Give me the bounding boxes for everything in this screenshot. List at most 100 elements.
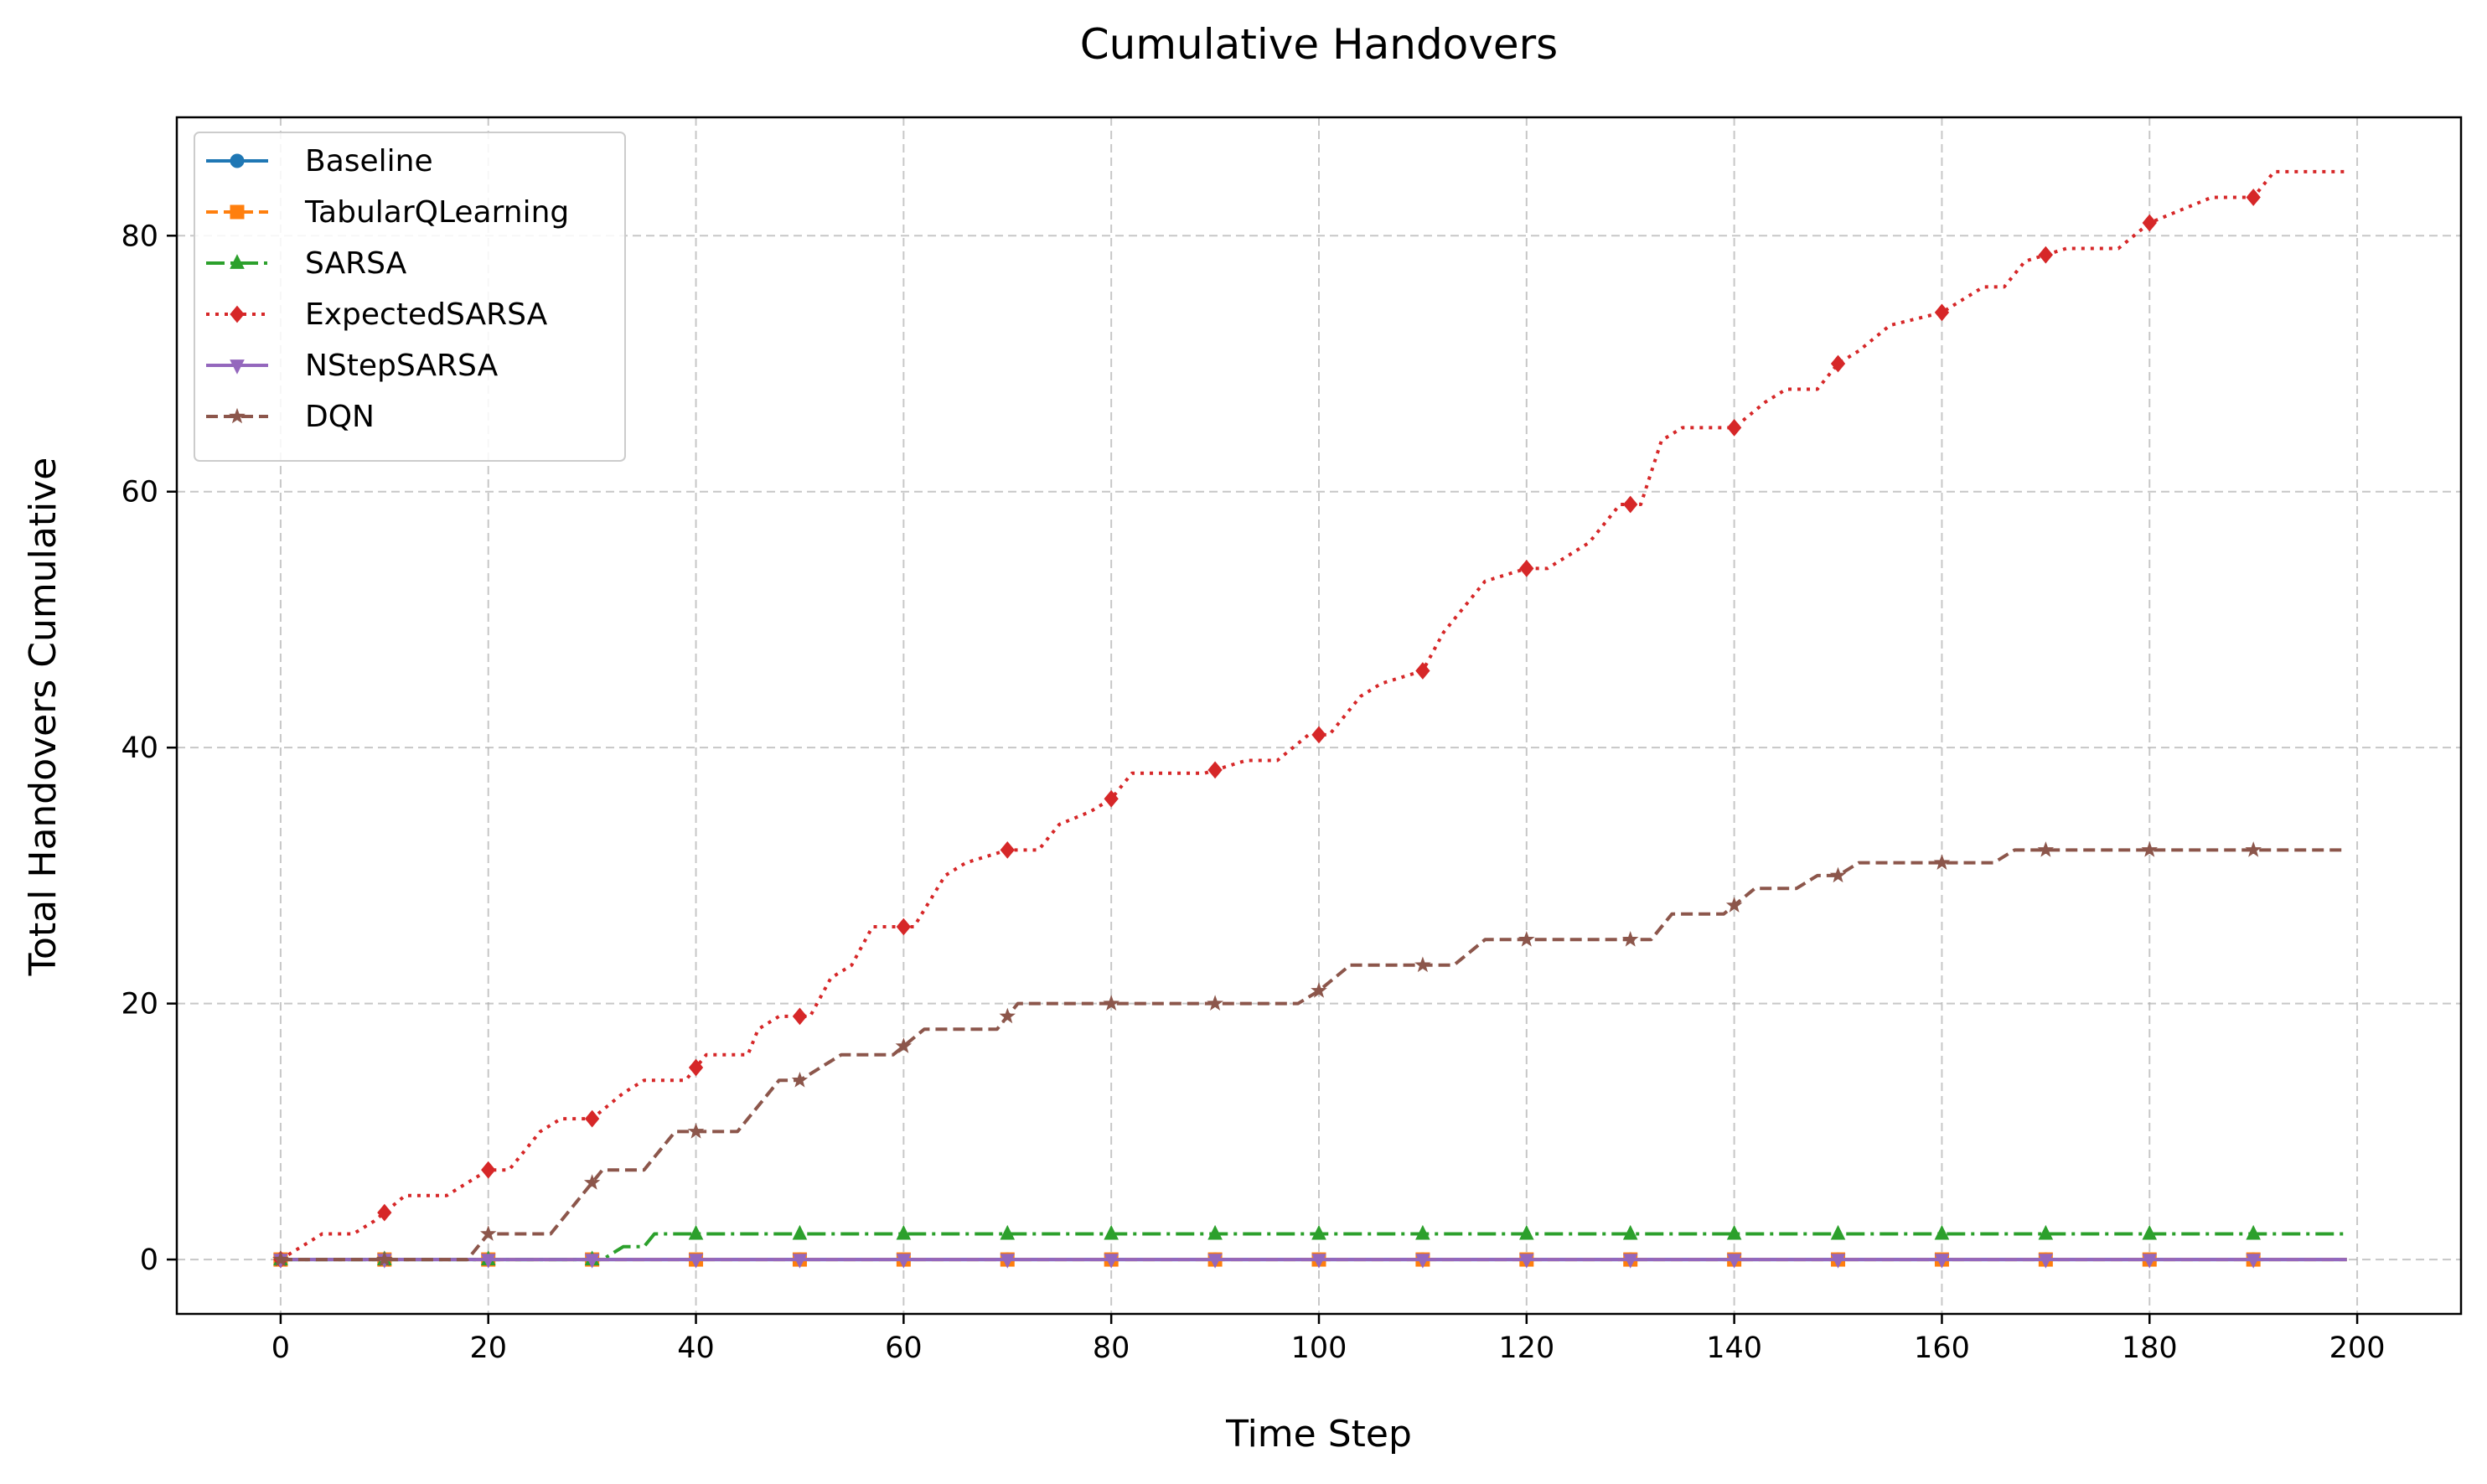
data-point xyxy=(1519,559,1534,577)
data-point xyxy=(1933,854,1951,871)
legend-item: NStepSARSA xyxy=(206,349,499,383)
data-point xyxy=(1311,726,1326,744)
legend-label: DQN xyxy=(305,400,375,434)
data-point xyxy=(584,1109,600,1128)
y-tick-label: 80 xyxy=(121,220,158,253)
x-tick-label: 180 xyxy=(2122,1331,2178,1365)
x-tick-label: 140 xyxy=(1706,1331,1762,1365)
y-tick-label: 0 xyxy=(140,1244,158,1277)
data-point xyxy=(688,1058,704,1077)
data-point xyxy=(1311,982,1327,998)
x-tick-label: 120 xyxy=(1498,1331,1554,1365)
data-point xyxy=(1414,956,1431,973)
data-point xyxy=(272,1250,289,1267)
legend-item: Baseline xyxy=(206,144,433,178)
data-point xyxy=(1103,995,1120,1011)
data-point xyxy=(1104,789,1119,808)
x-axis-label: Time Step xyxy=(1225,1413,1412,1456)
x-tick-label: 60 xyxy=(885,1331,923,1365)
legend-item: DQN xyxy=(206,400,375,434)
data-point xyxy=(1104,1224,1119,1240)
data-point xyxy=(687,1123,705,1139)
data-point xyxy=(1207,761,1223,779)
x-tick-label: 20 xyxy=(469,1331,507,1365)
legend-marker xyxy=(230,153,245,168)
legend-label: Baseline xyxy=(305,144,433,178)
legend-item: ExpectedSARSA xyxy=(206,297,548,332)
legend: Baseline TabularQLearning SARSA ExpectedSAR… xyxy=(194,132,626,462)
data-point xyxy=(2246,1254,2261,1269)
data-point xyxy=(480,1254,496,1269)
data-point xyxy=(792,1007,808,1026)
legend-marker xyxy=(230,254,245,269)
data-point xyxy=(1104,1254,1119,1269)
data-point xyxy=(1830,354,1846,373)
data-point xyxy=(1830,1254,1846,1269)
data-point xyxy=(2038,1254,2054,1269)
y-tick-label: 40 xyxy=(121,732,158,765)
x-tick-label: 200 xyxy=(2329,1331,2386,1365)
data-point xyxy=(2142,1254,2158,1269)
data-point xyxy=(1830,1224,1846,1240)
data-point xyxy=(1518,931,1535,947)
data-point xyxy=(1000,1224,1016,1240)
data-point xyxy=(1934,1254,1950,1269)
data-point xyxy=(1623,495,1638,514)
data-point xyxy=(481,1161,496,1179)
legend-box xyxy=(194,132,626,462)
data-point xyxy=(1726,418,1742,437)
x-tick-label: 40 xyxy=(677,1331,715,1365)
data-point xyxy=(1000,1254,1016,1269)
data-point xyxy=(1622,1224,1638,1240)
legend-marker xyxy=(230,305,245,323)
data-point xyxy=(1934,303,1950,322)
x-tick-label: 100 xyxy=(1291,1331,1347,1365)
data-point xyxy=(1000,840,1015,859)
data-point xyxy=(2246,189,2261,206)
data-point xyxy=(2141,841,2159,857)
data-point xyxy=(1311,1254,1326,1269)
data-point xyxy=(1415,1224,1430,1240)
data-point xyxy=(1207,995,1223,1011)
data-point xyxy=(1519,1254,1534,1269)
y-axis-label: Total Handovers Cumulative xyxy=(22,458,65,977)
data-point xyxy=(1207,1224,1223,1240)
data-point xyxy=(1622,1254,1638,1269)
y-tick-label: 20 xyxy=(121,988,158,1021)
legend-marker xyxy=(230,359,245,375)
legend-marker xyxy=(229,407,246,424)
x-tick-label: 80 xyxy=(1093,1331,1130,1365)
series-line xyxy=(279,169,2347,1261)
data-point xyxy=(1725,897,1743,913)
data-point xyxy=(1934,1224,1950,1240)
data-point xyxy=(583,1174,601,1190)
x-tick-label: 160 xyxy=(1914,1331,1970,1365)
chart-title: Cumulative Handovers xyxy=(1080,20,1558,69)
data-point xyxy=(896,1254,912,1269)
data-point xyxy=(2038,246,2054,264)
legend-marker xyxy=(230,204,245,220)
data-point xyxy=(791,1072,809,1088)
data-point xyxy=(895,1037,913,1053)
data-point xyxy=(2245,841,2262,857)
x-tick-label: 0 xyxy=(271,1331,290,1365)
legend-label: NStepSARSA xyxy=(305,349,499,383)
legend-item: SARSA xyxy=(206,246,407,281)
data-point xyxy=(792,1224,808,1240)
data-point xyxy=(999,1007,1016,1024)
legend-label: TabularQLearning xyxy=(304,195,569,230)
data-point xyxy=(2246,1224,2261,1240)
data-point xyxy=(584,1254,600,1269)
legend-item: TabularQLearning xyxy=(206,195,569,230)
data-point xyxy=(688,1224,704,1240)
data-point xyxy=(1726,1254,1742,1269)
data-point xyxy=(377,1203,392,1222)
y-tick-label: 60 xyxy=(121,476,158,509)
series-dqn xyxy=(272,841,2347,1267)
data-point xyxy=(2037,841,2055,857)
data-point xyxy=(2038,1224,2054,1240)
data-point xyxy=(375,1250,393,1267)
data-point xyxy=(1415,1254,1430,1269)
